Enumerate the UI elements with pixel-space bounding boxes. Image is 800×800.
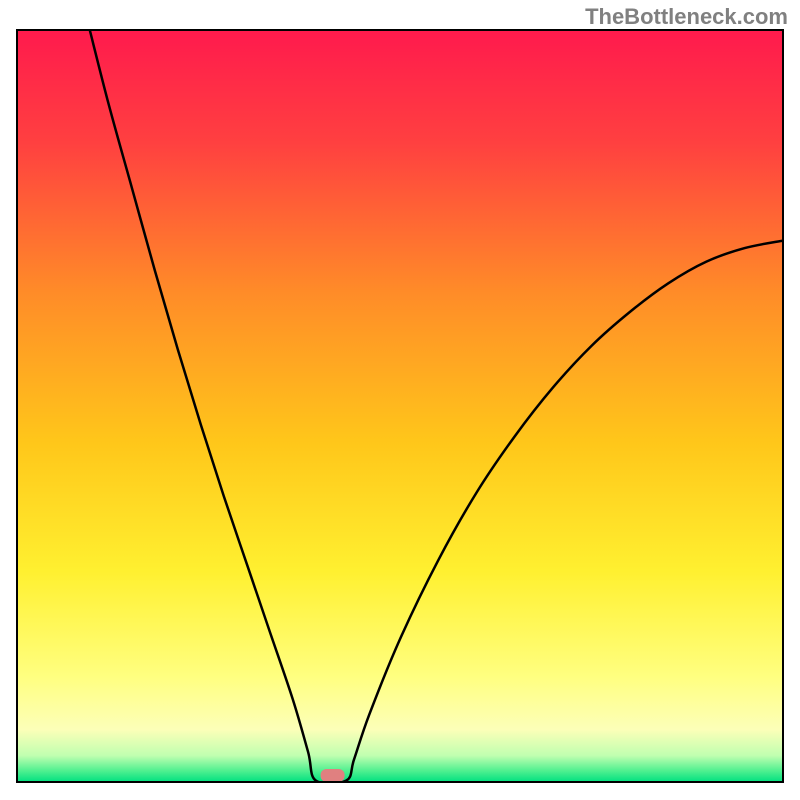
- bottleneck-chart: [0, 0, 800, 800]
- plot-background: [17, 30, 783, 782]
- minimum-marker: [321, 769, 345, 782]
- watermark-text: TheBottleneck.com: [585, 4, 788, 30]
- chart-container: TheBottleneck.com: [0, 0, 800, 800]
